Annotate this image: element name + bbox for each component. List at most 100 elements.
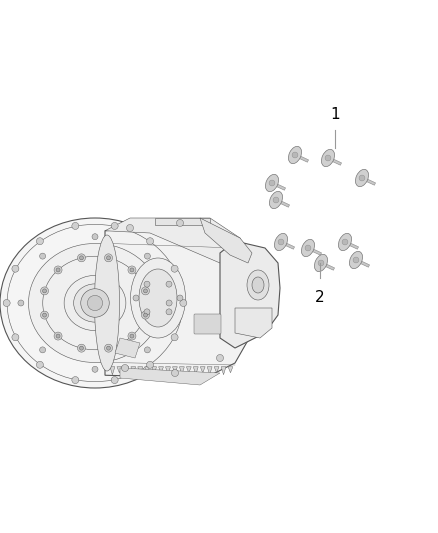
Circle shape xyxy=(92,233,98,240)
Polygon shape xyxy=(145,367,150,373)
Polygon shape xyxy=(120,368,220,385)
Polygon shape xyxy=(110,367,115,375)
Circle shape xyxy=(111,377,118,384)
Polygon shape xyxy=(180,367,184,375)
Ellipse shape xyxy=(95,235,120,371)
Circle shape xyxy=(78,344,85,352)
Circle shape xyxy=(81,289,109,317)
Circle shape xyxy=(130,268,134,272)
Circle shape xyxy=(106,346,110,350)
Polygon shape xyxy=(228,367,233,373)
Circle shape xyxy=(166,300,172,306)
Circle shape xyxy=(42,289,46,293)
Circle shape xyxy=(318,260,324,266)
Polygon shape xyxy=(328,157,342,165)
Circle shape xyxy=(325,155,331,161)
Circle shape xyxy=(36,361,43,368)
Ellipse shape xyxy=(289,147,301,164)
Circle shape xyxy=(79,346,84,350)
Ellipse shape xyxy=(356,169,368,187)
Circle shape xyxy=(353,257,359,263)
Circle shape xyxy=(54,266,62,274)
Text: 2: 2 xyxy=(315,290,325,305)
Polygon shape xyxy=(294,154,308,162)
Polygon shape xyxy=(159,367,163,373)
Circle shape xyxy=(144,309,150,315)
Circle shape xyxy=(72,222,79,229)
Polygon shape xyxy=(131,367,136,373)
Polygon shape xyxy=(155,218,210,225)
Circle shape xyxy=(216,354,223,361)
Polygon shape xyxy=(276,199,290,207)
Polygon shape xyxy=(356,259,370,267)
Ellipse shape xyxy=(269,191,283,208)
Polygon shape xyxy=(200,218,252,263)
Polygon shape xyxy=(115,338,140,358)
Polygon shape xyxy=(321,262,335,270)
Circle shape xyxy=(39,253,46,259)
Circle shape xyxy=(269,180,275,186)
Circle shape xyxy=(41,287,49,295)
Polygon shape xyxy=(138,367,143,375)
Polygon shape xyxy=(220,241,280,348)
Circle shape xyxy=(144,289,148,293)
Circle shape xyxy=(12,265,19,272)
Circle shape xyxy=(111,222,118,229)
Polygon shape xyxy=(187,367,191,373)
Ellipse shape xyxy=(0,218,190,388)
Ellipse shape xyxy=(64,276,126,330)
Circle shape xyxy=(278,239,284,245)
Circle shape xyxy=(12,334,19,341)
Circle shape xyxy=(92,366,98,372)
Circle shape xyxy=(56,268,60,272)
Polygon shape xyxy=(105,218,255,283)
Ellipse shape xyxy=(131,258,186,338)
Circle shape xyxy=(42,313,46,317)
Circle shape xyxy=(18,300,24,306)
Circle shape xyxy=(166,309,172,315)
Circle shape xyxy=(166,281,172,287)
Circle shape xyxy=(105,254,113,262)
Polygon shape xyxy=(173,367,177,373)
Circle shape xyxy=(273,197,279,203)
Circle shape xyxy=(145,253,150,259)
Ellipse shape xyxy=(339,233,352,251)
Polygon shape xyxy=(280,241,294,249)
Polygon shape xyxy=(214,367,219,373)
Circle shape xyxy=(121,365,128,372)
Ellipse shape xyxy=(350,252,363,269)
Ellipse shape xyxy=(314,254,328,272)
Ellipse shape xyxy=(74,284,117,322)
Circle shape xyxy=(292,152,298,158)
Ellipse shape xyxy=(321,149,335,167)
Circle shape xyxy=(141,311,149,319)
FancyBboxPatch shape xyxy=(194,314,221,334)
Circle shape xyxy=(171,334,178,341)
Polygon shape xyxy=(361,177,375,185)
Circle shape xyxy=(133,295,139,301)
Ellipse shape xyxy=(139,269,177,327)
Circle shape xyxy=(141,287,149,295)
Circle shape xyxy=(79,256,84,260)
Circle shape xyxy=(177,295,183,301)
Circle shape xyxy=(172,369,179,376)
Polygon shape xyxy=(307,247,321,255)
Polygon shape xyxy=(117,367,122,373)
Ellipse shape xyxy=(301,239,314,256)
Circle shape xyxy=(342,239,348,245)
Ellipse shape xyxy=(252,277,264,293)
Polygon shape xyxy=(124,367,129,375)
Text: 1: 1 xyxy=(330,107,340,122)
Circle shape xyxy=(39,347,46,353)
Circle shape xyxy=(171,265,178,272)
Circle shape xyxy=(359,175,365,181)
Polygon shape xyxy=(272,182,286,190)
Polygon shape xyxy=(344,241,359,249)
Ellipse shape xyxy=(247,270,269,300)
Circle shape xyxy=(305,245,311,251)
Circle shape xyxy=(72,377,79,384)
Circle shape xyxy=(128,332,136,340)
Polygon shape xyxy=(193,367,198,375)
Polygon shape xyxy=(200,367,205,373)
Circle shape xyxy=(128,266,136,274)
